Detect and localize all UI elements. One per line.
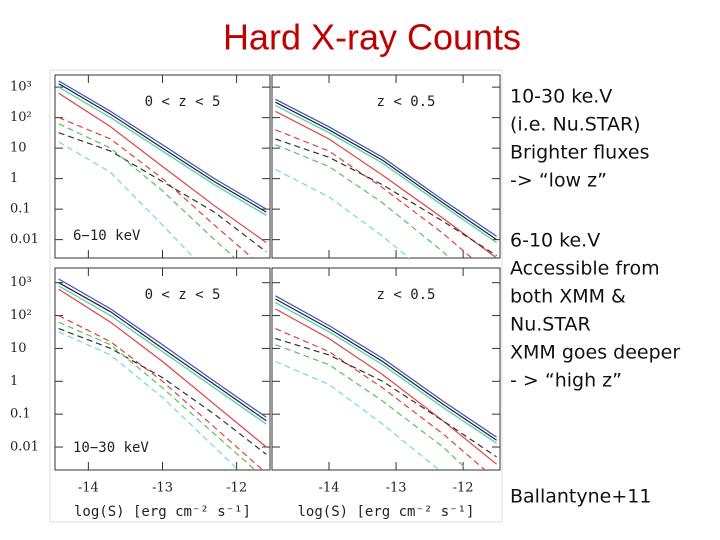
y-tick-label: 0.1 bbox=[10, 407, 31, 422]
curve bbox=[275, 101, 497, 241]
y-tick-label: 10 bbox=[10, 141, 27, 156]
curve bbox=[275, 344, 469, 470]
y-tick-label: 1 bbox=[10, 171, 18, 186]
curves bbox=[275, 295, 497, 470]
y-tick-label: 0.01 bbox=[10, 440, 39, 455]
band-label: 6−10 keV bbox=[73, 228, 141, 244]
note-line: Nu.STAR bbox=[510, 314, 591, 336]
curve bbox=[58, 92, 267, 244]
y-tick-label: 10³ bbox=[10, 80, 32, 95]
note-line: 6-10 ke.V bbox=[510, 230, 600, 252]
curve bbox=[58, 331, 240, 470]
curve bbox=[58, 117, 254, 258]
curve bbox=[58, 278, 267, 418]
slide-title: Hard X-ray Counts bbox=[223, 17, 521, 58]
citation: Ballantyne+11 bbox=[510, 486, 651, 508]
curve bbox=[58, 285, 267, 425]
y-tick-label: 10 bbox=[10, 341, 27, 356]
note-line: (i.e. Nu.STAR) bbox=[510, 114, 641, 136]
y-tick-label: 10² bbox=[10, 110, 32, 125]
y-tick-label: 0.1 bbox=[10, 202, 31, 217]
plot-frame bbox=[54, 267, 271, 471]
curve bbox=[275, 301, 497, 444]
curves bbox=[58, 278, 267, 470]
note-line: both XMM & bbox=[510, 286, 626, 308]
note-line: XMM goes deeper bbox=[510, 342, 680, 364]
curve bbox=[58, 321, 257, 470]
y-tick-label: 1 bbox=[10, 374, 18, 389]
x-tick-label: -13 bbox=[152, 481, 173, 496]
curve bbox=[275, 168, 410, 258]
curve bbox=[275, 129, 473, 258]
panel-annotation: z < 0.5 bbox=[376, 94, 435, 110]
note-line: Accessible from bbox=[510, 258, 660, 280]
curve bbox=[275, 298, 497, 441]
curve bbox=[58, 83, 267, 213]
curve bbox=[275, 144, 451, 258]
y-tick-label: 10³ bbox=[10, 275, 32, 290]
curves bbox=[58, 80, 267, 258]
y-tick-label: 10² bbox=[10, 308, 32, 323]
note-line: 10-30 ke.V bbox=[510, 86, 612, 108]
curve bbox=[275, 98, 497, 237]
curve bbox=[275, 328, 486, 470]
curve bbox=[58, 328, 267, 455]
x-tick-label: -12 bbox=[226, 481, 247, 496]
panel-annotation: z < 0.5 bbox=[376, 287, 435, 303]
curve bbox=[275, 295, 497, 438]
note-line: -> “low z” bbox=[510, 170, 607, 192]
curves bbox=[275, 98, 497, 258]
curve bbox=[58, 80, 267, 210]
x-tick-label: -14 bbox=[78, 481, 99, 496]
x-axis-label: log(S) [erg cm⁻² s⁻¹] bbox=[74, 504, 251, 520]
curve bbox=[275, 110, 497, 258]
curve bbox=[58, 288, 267, 448]
curve bbox=[58, 141, 195, 258]
figure-frame bbox=[49, 69, 503, 523]
note-line: Brighter fluxes bbox=[510, 142, 649, 164]
panel-annotation: 0 < z < 5 bbox=[145, 94, 221, 110]
curve bbox=[275, 337, 497, 458]
x-axis-label: log(S) [erg cm⁻² s⁻¹] bbox=[297, 504, 474, 520]
curve bbox=[275, 360, 441, 470]
plot-frame bbox=[271, 74, 501, 259]
y-tick-label: 0.01 bbox=[10, 232, 39, 247]
curve bbox=[58, 282, 267, 422]
curve bbox=[58, 86, 267, 216]
x-tick-label: -12 bbox=[453, 481, 474, 496]
note-line: - > “high z” bbox=[510, 370, 622, 392]
x-tick-label: -13 bbox=[386, 481, 407, 496]
curve bbox=[275, 308, 497, 465]
curve bbox=[58, 315, 264, 470]
curve bbox=[58, 123, 236, 258]
panel-annotation: 0 < z < 5 bbox=[145, 287, 221, 303]
band-label: 10−30 keV bbox=[73, 440, 149, 456]
curve bbox=[58, 132, 267, 253]
x-tick-label: -14 bbox=[319, 481, 340, 496]
curve bbox=[275, 104, 497, 244]
